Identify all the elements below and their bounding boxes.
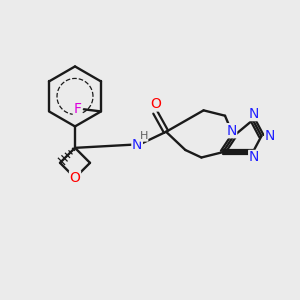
Text: N: N [132, 138, 142, 152]
Text: N: N [249, 151, 259, 164]
Text: H: H [140, 131, 148, 141]
Text: N: N [249, 106, 259, 121]
Text: O: O [150, 97, 161, 111]
Text: F: F [74, 102, 81, 116]
Text: O: O [70, 171, 80, 185]
Text: N: N [265, 129, 275, 143]
Text: N: N [226, 124, 237, 138]
